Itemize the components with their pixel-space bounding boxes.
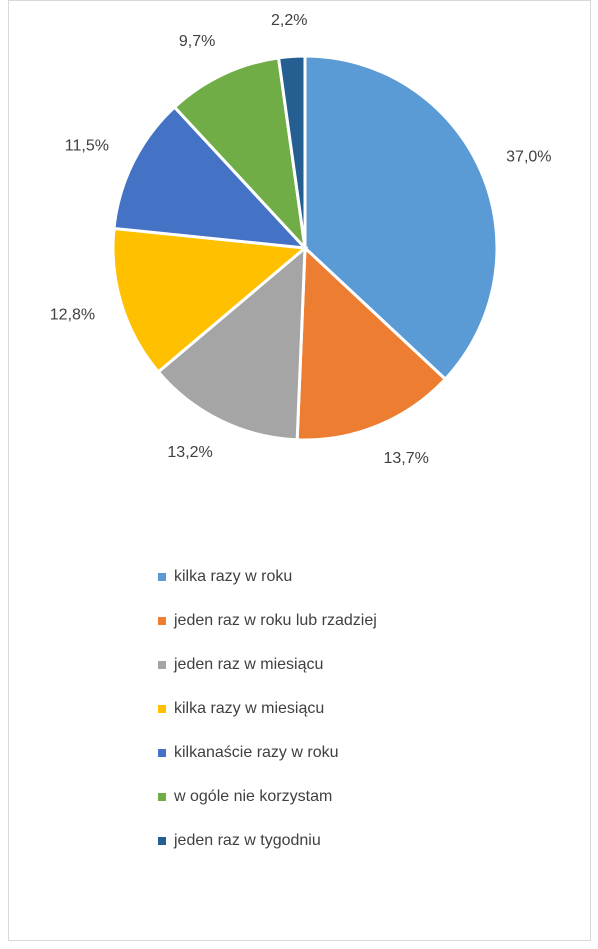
legend-swatch <box>158 793 166 801</box>
legend-swatch <box>158 837 166 845</box>
pie-slice <box>276 54 307 249</box>
data-label: 9,7% <box>179 33 215 50</box>
legend-label: kilkanaście razy w roku <box>174 744 339 761</box>
data-label: 13,2% <box>167 444 212 461</box>
pie-slice <box>172 56 308 253</box>
pie-slice <box>295 244 448 442</box>
data-label: 37,0% <box>506 148 551 165</box>
legend-label: jeden raz w roku lub rzadziej <box>173 612 377 629</box>
data-label: 12,8% <box>50 307 95 324</box>
data-label: 11,5% <box>65 137 109 154</box>
pie-slice <box>111 226 309 375</box>
legend-label: kilka razy w miesiącu <box>174 700 324 717</box>
legend-label: jeden raz w miesiącu <box>173 656 323 673</box>
legend-swatch <box>158 617 166 625</box>
pie-slice <box>303 54 499 382</box>
pie-slice <box>156 244 307 442</box>
legend-label: kilka razy w roku <box>174 568 292 585</box>
legend-swatch <box>158 661 166 669</box>
legend-swatch <box>158 573 166 581</box>
data-label: 2,2% <box>271 12 307 29</box>
pie-slice <box>112 104 309 250</box>
legend-label: jeden raz w tygodniu <box>173 832 321 849</box>
data-label: 13,7% <box>384 450 429 467</box>
legend-label: w ogóle nie korzystam <box>173 788 332 805</box>
legend-swatch <box>158 749 166 757</box>
legend-swatch <box>158 705 166 713</box>
